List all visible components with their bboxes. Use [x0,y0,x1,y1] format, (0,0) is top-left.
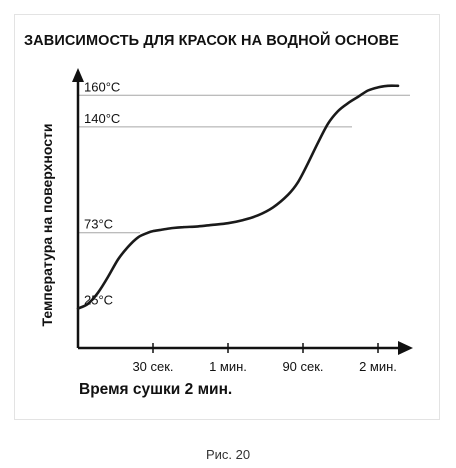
temperature-label-73: 73°C [84,217,113,232]
x-tick-label-120: 2 мин. [359,359,397,374]
axes [72,68,413,355]
figure-caption: Рис. 20 [205,447,251,462]
temperature-label-160: 160°C [84,79,120,94]
temperature-guide-lines [78,94,410,234]
y-axis-arrow [72,68,84,82]
x-ticks: 30 сек. 1 мин. 90 сек. 2 мин. [132,343,397,374]
temperature-curve [76,84,400,310]
x-tick-label-30: 30 сек. [132,359,173,374]
x-axis-arrow [398,341,413,355]
chart-title: ЗАВИСИМОСТЬ ДЛЯ КРАСОК НА ВОДНОЙ ОСНОВЕ [24,33,399,49]
temperature-label-25: 25°C [84,293,113,308]
x-tick-label-60: 1 мин. [209,359,247,374]
y-axis-label: Температура на поверхности [39,123,55,327]
x-tick-label-90: 90 сек. [282,359,323,374]
temperature-markers: 160°C 140°C 73°C 25°C [84,79,120,307]
chart-frame [14,14,440,420]
x-axis-label: Время сушки 2 мин. [79,381,233,398]
temperature-label-140: 140°C [84,111,120,126]
